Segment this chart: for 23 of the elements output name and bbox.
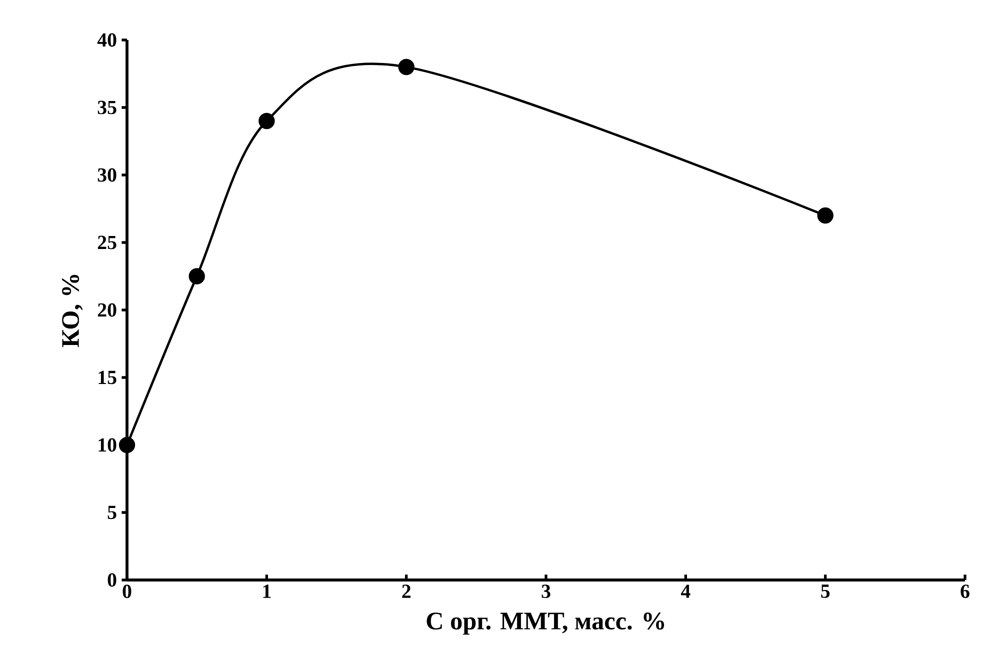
y-tick-label: 15 [98, 370, 116, 384]
y-tick-label: 5 [108, 506, 116, 520]
y-tick-label: 0 [108, 573, 116, 587]
point [258, 112, 275, 130]
x-tick-label: 6 [960, 584, 970, 598]
y-tick-label: 40 [97, 33, 116, 47]
x-tick-label: 1 [263, 584, 271, 598]
x-tick-label: 4 [680, 584, 690, 598]
x-tick-label: 2 [402, 584, 410, 598]
point [188, 268, 205, 284]
point [817, 207, 834, 224]
y-tick-label: 10 [98, 438, 116, 452]
y-tick-label: 35 [98, 100, 116, 114]
y-axis-title: КО, % [62, 274, 83, 348]
y-tick-label: 25 [98, 236, 116, 250]
point [398, 58, 414, 76]
y-tick-label: 30 [98, 168, 116, 182]
x-axis-title: С орг. ММТ, масс. % [426, 612, 664, 635]
x-tick-label: 5 [821, 584, 830, 598]
point [118, 436, 136, 454]
x-tick-label: 0 [122, 584, 132, 598]
y-tick-label: 20 [98, 303, 116, 317]
x-tick-label: 3 [542, 584, 550, 598]
